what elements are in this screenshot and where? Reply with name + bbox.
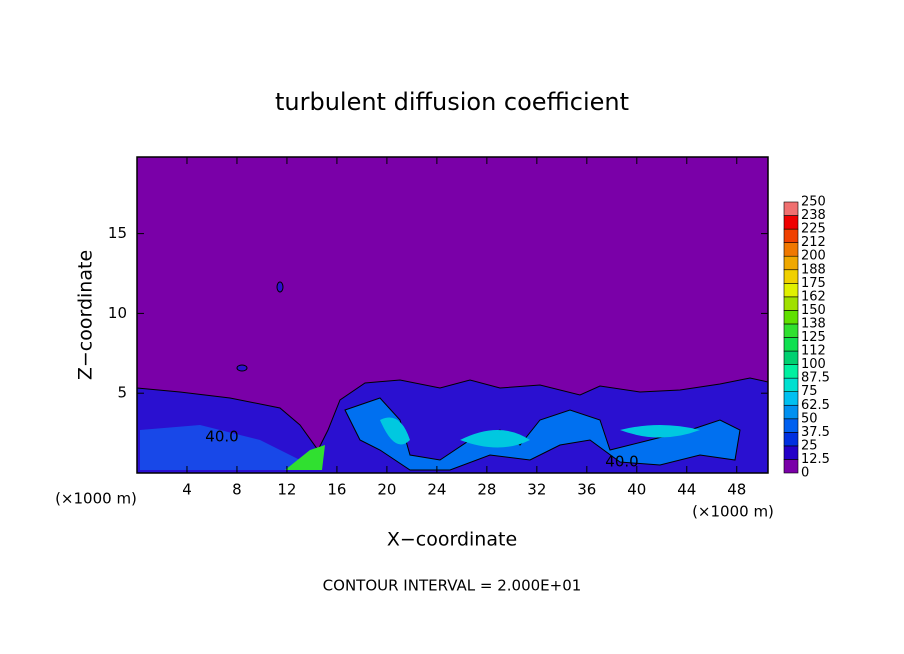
colorbar-swatch [783, 269, 799, 284]
chart-title: turbulent diffusion coefficient [275, 88, 629, 116]
colorbar-swatch [783, 242, 799, 257]
colorbar-swatch [783, 445, 799, 460]
colorbar-swatch [783, 323, 799, 338]
x-tick-label: 28 [477, 481, 496, 499]
field-swirl [285, 445, 325, 470]
x-tick-label: 20 [377, 481, 396, 499]
colorbar-label: 112 [801, 344, 826, 359]
colorbar-swatch [783, 337, 799, 352]
field-blob [236, 364, 248, 372]
colorbar-swatch [783, 391, 799, 406]
colorbar-label: 87.5 [801, 371, 830, 386]
x-tick-label: 36 [577, 481, 596, 499]
x-tick-label: 4 [182, 481, 192, 499]
x-tick-label: 44 [677, 481, 696, 499]
colorbar-label: 225 [801, 222, 826, 237]
colorbar-label: 175 [801, 276, 826, 291]
colorbar-label: 200 [801, 249, 826, 264]
x-tick-label: 24 [427, 481, 446, 499]
colorbar-swatch [783, 350, 799, 365]
colorbar-label: 25 [801, 438, 818, 453]
x-unit-right: (×1000 m) [692, 503, 774, 521]
colorbar-label: 238 [801, 208, 826, 223]
x-tick-label: 16 [327, 481, 346, 499]
x-tick-label: 12 [277, 481, 296, 499]
x-axis-label: X−coordinate [387, 529, 517, 551]
colorbar-label: 138 [801, 316, 826, 331]
x-unit-left: (×1000 m) [55, 490, 137, 508]
colorbar-label: 162 [801, 289, 826, 304]
field-swirl [140, 425, 300, 470]
x-tick-label: 48 [727, 481, 746, 499]
contour-label: 40.0 [605, 453, 638, 471]
colorbar-swatch [783, 418, 799, 433]
colorbar-label: 50 [801, 411, 818, 426]
colorbar-label: 250 [801, 195, 826, 210]
colorbar-swatch [783, 432, 799, 447]
field-swirl [380, 417, 700, 448]
colorbar-swatch [783, 215, 799, 230]
field-blob [276, 281, 284, 293]
colorbar-label: 100 [801, 357, 826, 372]
colorbar-label: 188 [801, 262, 826, 277]
colorbar-swatch [783, 404, 799, 420]
y-tick-label: 5 [117, 384, 127, 402]
colorbar-label: 150 [801, 303, 826, 318]
colorbar-label: 75 [801, 384, 818, 399]
colorbar-label: 212 [801, 235, 826, 250]
footer: CONTOUR INTERVAL = 2.000E+01 [323, 577, 582, 595]
colorbar-label: 125 [801, 330, 826, 345]
colorbar-swatch [783, 296, 799, 311]
colorbar-swatch [783, 377, 799, 392]
colorbar-swatch [783, 228, 799, 243]
plot-frame [136, 156, 769, 474]
colorbar-label: 37.5 [801, 425, 830, 440]
colorbar-swatch [783, 459, 799, 474]
x-tick-label: 40 [627, 481, 646, 499]
y-tick-label: 15 [108, 224, 127, 242]
colorbar-swatch [783, 364, 799, 379]
x-tick-label: 32 [527, 481, 546, 499]
colorbar-swatch [783, 201, 799, 216]
y-tick-label: 10 [108, 304, 127, 322]
colorbar-swatch [783, 310, 799, 325]
field-swirl [344, 397, 741, 471]
colorbar-label: 62.5 [801, 398, 830, 413]
field [136, 157, 769, 474]
colorbar-label: 0 [801, 466, 809, 481]
x-tick-label: 8 [232, 481, 242, 499]
colorbar-swatch [783, 255, 799, 271]
y-axis-label: Z−coordinate [75, 250, 97, 380]
colorbar-label: 12.5 [801, 452, 830, 467]
colorbar-swatch [783, 282, 799, 298]
contour-label: 40.0 [205, 428, 238, 446]
